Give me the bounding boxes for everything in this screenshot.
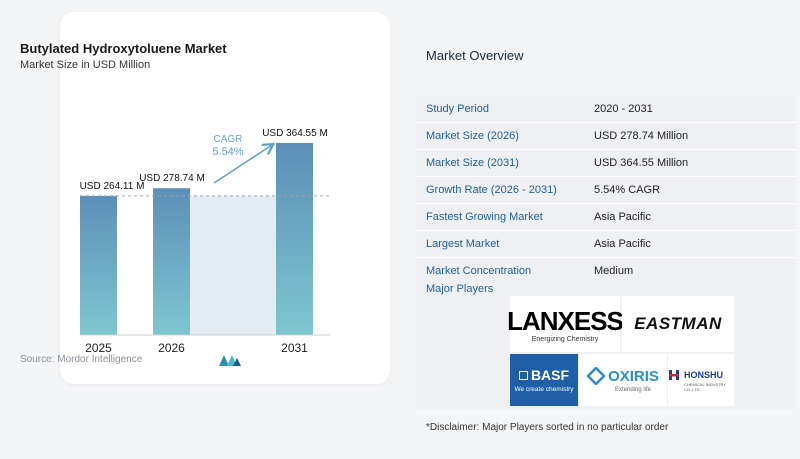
- honshu-tagline: CHEMICAL INDUSTRY CO.,LTD.: [684, 382, 726, 392]
- eastman-logo: EASTMAN: [622, 296, 734, 352]
- mordor-logo-icon: [219, 355, 241, 366]
- overview-row-label: Largest Market: [426, 238, 500, 250]
- overview-row: Largest Market Asia Pacific: [416, 231, 796, 258]
- value-label-2031: USD 364.55 M: [262, 128, 328, 139]
- eastman-wordmark: EASTMAN: [634, 314, 722, 333]
- lanxess-tagline: Energizing Chemistry: [531, 335, 599, 343]
- honshu-logo: HONSHU CHEMICAL INDUSTRY CO.,LTD.: [668, 354, 734, 406]
- overview-table: Study Period 2020 - 2031 Market Size (2026…: [416, 96, 796, 285]
- overview-row-value: 2020 - 2031: [594, 103, 653, 115]
- overview-row: Market Size (2026) USD 278.74 Million: [416, 123, 796, 150]
- honshu-mark-icon: [669, 370, 679, 380]
- bar-2031: [276, 143, 313, 335]
- value-label-2026: USD 278.74 M: [139, 173, 205, 184]
- basf-wordmark: BASF: [530, 367, 570, 383]
- overview-row-value: USD 364.55 Million: [594, 157, 689, 169]
- bar-2025: [80, 195, 117, 335]
- lanxess-logo: LANXESS Energizing Chemistry: [507, 296, 624, 352]
- basf-square-icon: [518, 370, 528, 380]
- basf-tagline: We create chemistry: [514, 386, 574, 393]
- cagr-value: 5.54%: [212, 146, 243, 158]
- oxiris-wordmark: OXIRIS: [608, 367, 659, 385]
- cagr-arrow-icon: [213, 145, 272, 184]
- chart-subtitle: Market Size in USD Million: [20, 59, 151, 71]
- players-title: Major Players: [426, 283, 494, 295]
- basf-logo: BASF We create chemistry: [510, 354, 578, 406]
- overview-row: Market Size (2031) USD 364.55 Million: [416, 150, 796, 177]
- overview-row-value: Asia Pacific: [594, 238, 651, 250]
- overview-row: Study Period 2020 - 2031: [416, 96, 796, 123]
- overview-row-value: USD 278.74 Million: [594, 130, 689, 142]
- value-label-2025: USD 264.11 M: [80, 181, 145, 192]
- overview-row-label: Market Size (2026): [426, 130, 519, 142]
- cagr-label: CAGR: [214, 134, 243, 145]
- overview-row-label: Growth Rate (2026 - 2031): [426, 184, 557, 196]
- major-players-box: Major Players LANXESS Energizing Chemist…: [416, 274, 796, 409]
- x-tick-label: 2025: [85, 341, 112, 355]
- bar-2026: [153, 188, 190, 335]
- bar-chart: USD 264.11 M 2025 USD 278.74 M 2026 USD 364.…: [80, 128, 330, 355]
- overview-row: Growth Rate (2026 - 2031) 5.54% CAGR: [416, 177, 796, 204]
- disclaimer-text: *Disclaimer: Major Players sorted in no …: [426, 422, 669, 433]
- overview-row-value: Asia Pacific: [594, 211, 651, 223]
- oxiris-diamond-icon: [587, 367, 606, 385]
- overview-title: Market Overview: [426, 48, 524, 63]
- source-text: Source: Mordor Intelligence: [20, 354, 143, 365]
- chart-title: Butylated Hydroxytoluene Market: [20, 41, 227, 56]
- x-tick-label: 2026: [158, 341, 185, 355]
- overview-row-value: 5.54% CAGR: [594, 184, 661, 196]
- overview-row-label: Market Size (2031): [426, 157, 519, 169]
- overview-row-label: Study Period: [426, 103, 489, 115]
- market-overview-panel: Market Overview Study Period 2020 - 2031 M…: [416, 12, 796, 452]
- lanxess-wordmark: LANXESS: [507, 305, 624, 336]
- oxiris-tagline: Extending life: [614, 387, 652, 393]
- honshu-wordmark: HONSHU: [684, 370, 724, 380]
- oxiris-logo: OXIRIS Extending life: [579, 354, 667, 406]
- overview-row: Fastest Growing Market Asia Pacific: [416, 204, 796, 231]
- overview-row-label: Fastest Growing Market: [426, 211, 543, 223]
- x-tick-label: 2031: [281, 341, 308, 355]
